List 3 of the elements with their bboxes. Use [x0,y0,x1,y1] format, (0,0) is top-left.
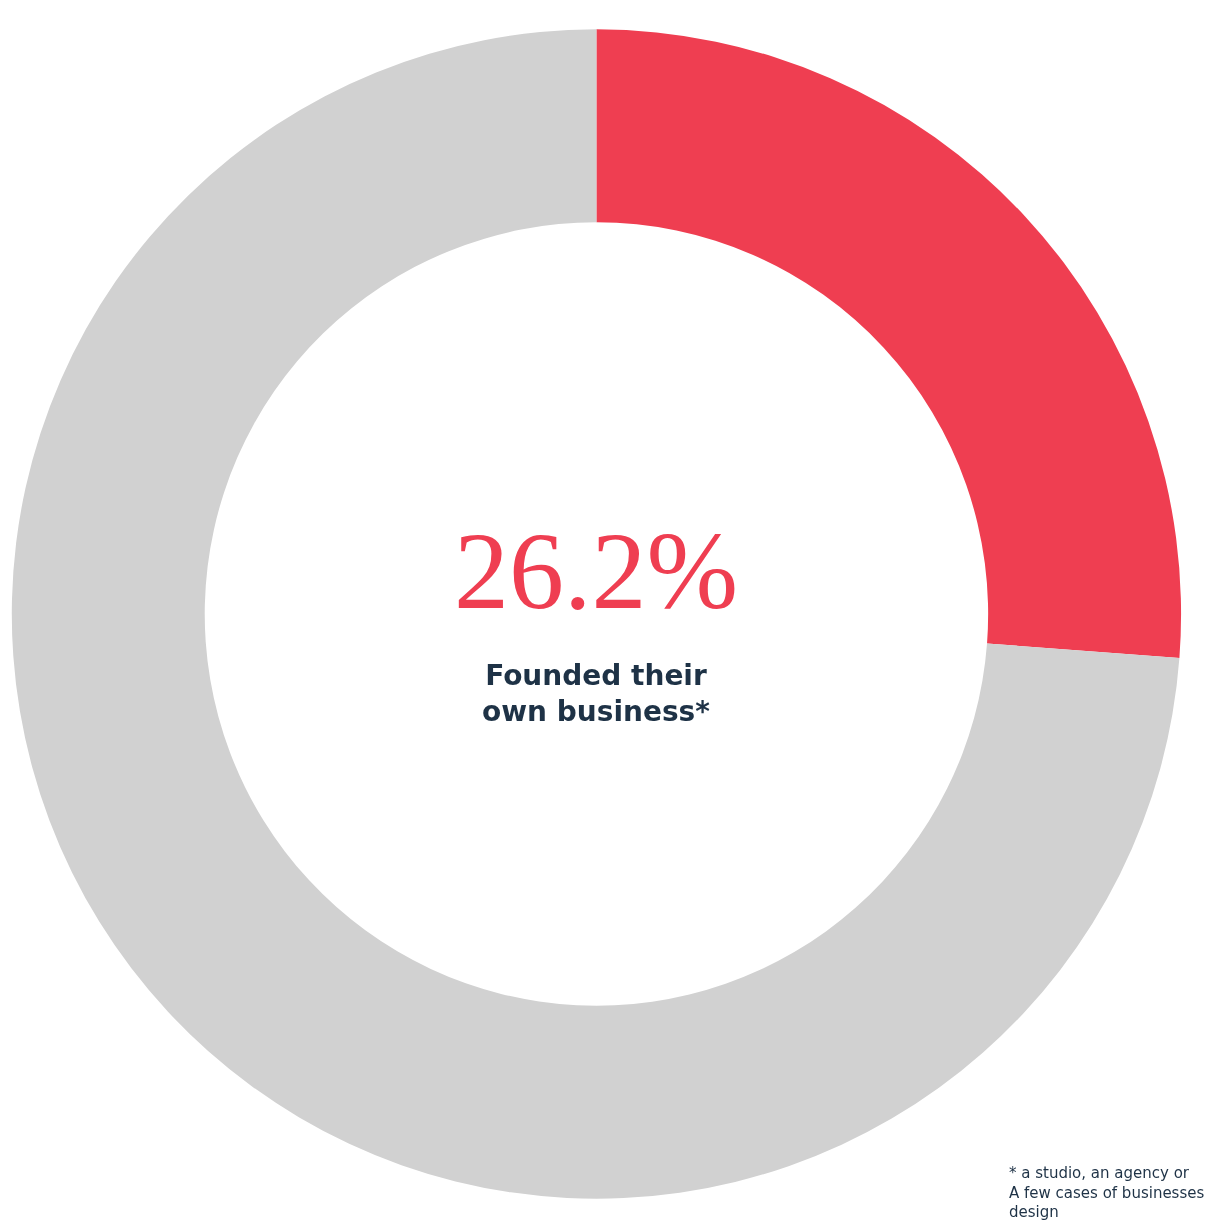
text: * a studio, an agency or A few cases of businesses design [1009,1164,1205,1221]
data-label: 26.2% [454,510,739,632]
text: Founded their own business* [482,659,711,729]
